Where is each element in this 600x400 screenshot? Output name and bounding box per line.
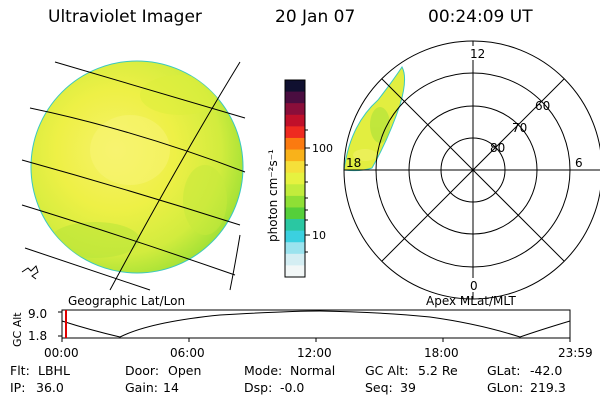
polar-panel-label: Apex MLat/MLT	[426, 294, 516, 308]
colorbar-tick-10: 10	[312, 229, 326, 242]
mlt-label-6: 6	[575, 156, 583, 170]
polar-grid	[343, 40, 600, 300]
colorbar-band	[285, 242, 305, 255]
colorbar-band	[285, 114, 305, 127]
orbit-ytick-1.8: 1.8	[28, 329, 47, 343]
image-time: 00:24:09 UT	[428, 7, 533, 27]
gain-value: 14	[163, 380, 179, 395]
glon-label: GLon:	[487, 380, 524, 395]
gc-alt-label: GC Alt:	[365, 363, 409, 378]
gc-alt-value: 5.2 Re	[418, 363, 458, 378]
orbit-xtick-1200: 12:00	[297, 346, 332, 360]
mlat-label-80: 80	[490, 141, 505, 155]
colorbar-tick-100: 100	[312, 142, 333, 155]
colorbar-band	[285, 137, 305, 151]
colorbar-band	[285, 172, 305, 185]
mlt-label-18: 18	[346, 156, 361, 170]
mode-value: Normal	[290, 363, 336, 378]
colorbar-band	[285, 184, 305, 197]
colorbar-band	[285, 195, 305, 209]
colorbar-band	[285, 161, 305, 174]
orbit-altitude-plot: GC Alt 9.0 1.8 00:00 06:00 12:00 18:00 2…	[11, 307, 593, 360]
orbit-xtick-2359: 23:59	[558, 346, 593, 360]
door-label: Door:	[125, 363, 160, 378]
colorbar-band	[285, 219, 305, 232]
colorbar-units-label: photon cm⁻²s⁻¹	[266, 149, 280, 242]
dsp-value: -0.0	[280, 380, 305, 395]
colorbar-band	[285, 265, 305, 278]
glat-value: -42.0	[530, 363, 563, 378]
ip-value: 36.0	[36, 380, 64, 395]
seq-label: Seq:	[365, 380, 393, 395]
filter-label: Flt:	[10, 363, 30, 378]
mlt-label-12: 12	[470, 47, 485, 61]
dsp-label: Dsp:	[244, 380, 273, 395]
geographic-view: Geographic Lat/Lon	[21, 60, 246, 308]
geographic-grid	[21, 61, 246, 291]
mode-label: Mode:	[244, 363, 283, 378]
colorbar-band	[285, 103, 305, 116]
mlat-label-70: 70	[512, 121, 527, 135]
geographic-panel-label: Geographic Lat/Lon	[68, 294, 185, 308]
ip-label: IP:	[10, 380, 26, 395]
orbit-ylabel: GC Alt	[11, 312, 24, 347]
seq-value: 39	[400, 380, 416, 395]
colorbar-band	[285, 230, 305, 243]
mlt-label-0: 0	[470, 279, 478, 293]
orbit-xtick-1800: 18:00	[424, 346, 459, 360]
orbit-xtick-0000: 00:00	[44, 346, 79, 360]
gain-label: Gain:	[125, 380, 158, 395]
glon-value: 219.3	[530, 380, 566, 395]
colorbar-band	[285, 149, 305, 162]
glat-label: GLat:	[487, 363, 521, 378]
colorbar-band	[285, 80, 305, 93]
colorbar-band	[285, 253, 305, 267]
image-date: 20 Jan 07	[275, 7, 356, 27]
coastline-fragment	[21, 265, 39, 280]
mlat-label-60: 60	[535, 99, 550, 113]
polar-mlt-view: 12 18 6 0 60 70 80 Apex MLat/MLT	[343, 40, 600, 308]
orbit-ytick-9: 9.0	[28, 307, 47, 321]
orbit-altitude-curve	[61, 310, 571, 338]
orbit-xtick-0600: 06:00	[170, 346, 205, 360]
colorbar-band	[285, 91, 305, 104]
instrument-title: Ultraviolet Imager	[48, 7, 202, 27]
colorbar-band	[285, 207, 305, 220]
intensity-colorbar: 100 10 photon cm⁻²s⁻¹	[266, 79, 333, 278]
door-value: Open	[168, 363, 202, 378]
colorbar-band	[285, 126, 305, 139]
filter-value: LBHL	[38, 363, 70, 378]
